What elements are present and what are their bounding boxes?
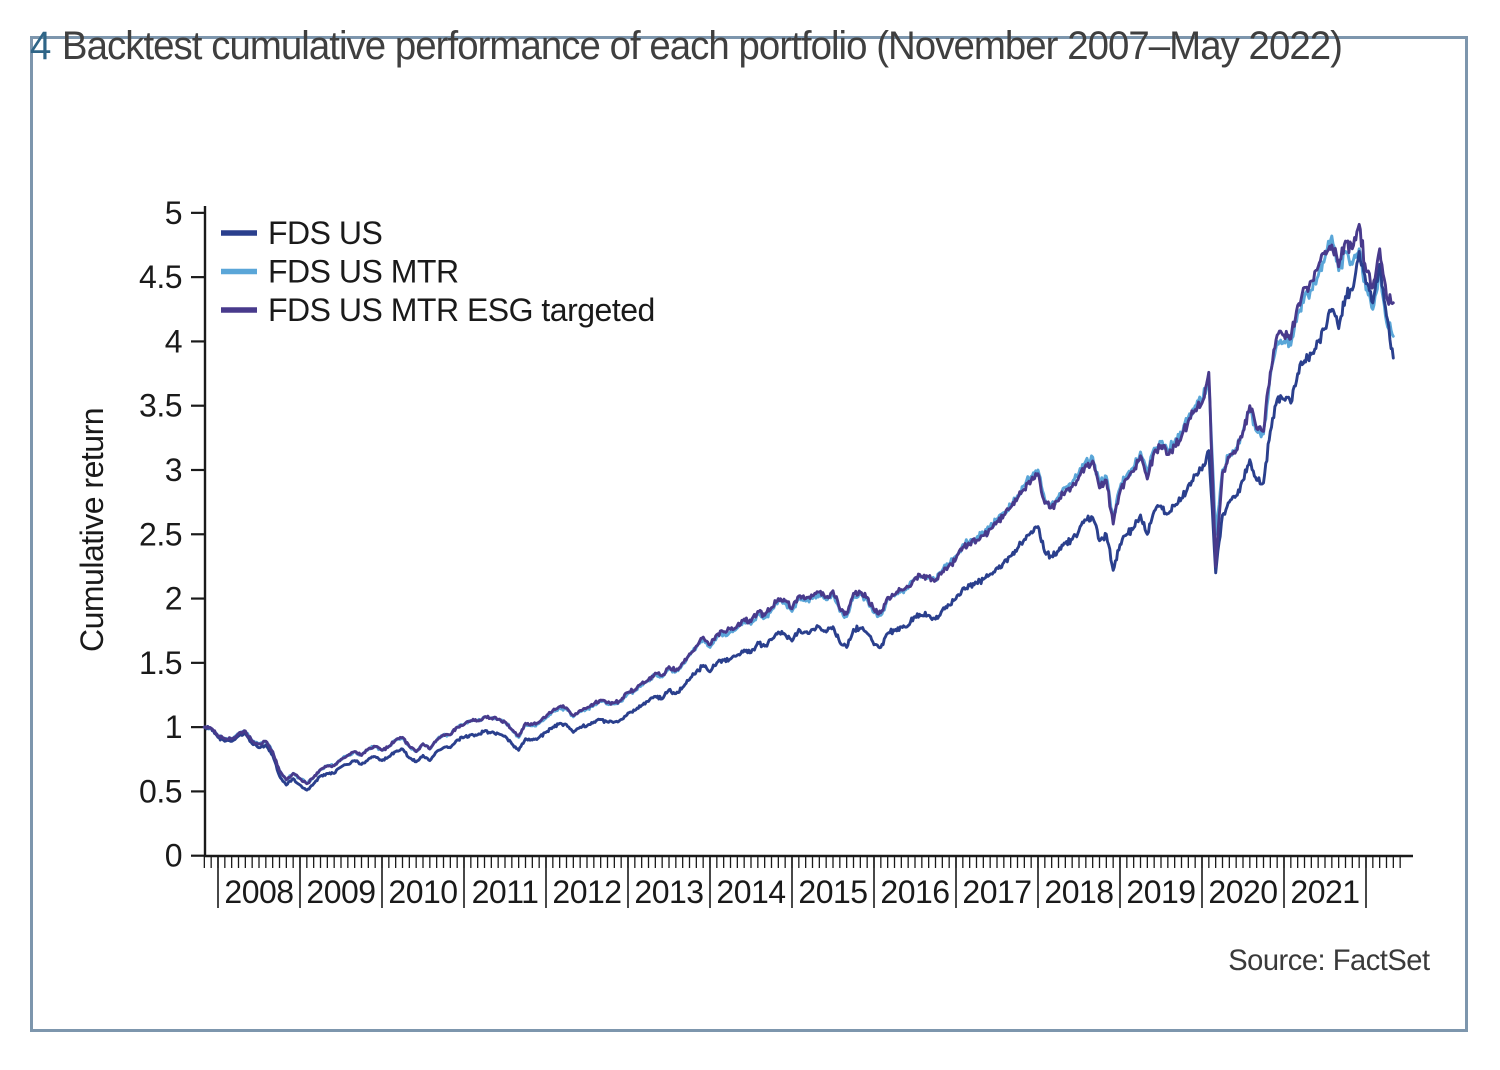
- y-tick-label: 3.5: [139, 388, 182, 424]
- axes: 0 0.5 1 1.5 2 2.5 3 3.5 4 4.5 5 2008 2009 2010 2011 201…: [139, 195, 1413, 910]
- legend-label: FDS US: [268, 215, 382, 251]
- x-year-label: 2011: [472, 874, 539, 910]
- y-tick-label: 3: [165, 452, 182, 488]
- x-year-label: 2021: [1290, 874, 1359, 910]
- figure-frame: [30, 36, 1468, 1032]
- y-tick-label: 0.5: [139, 773, 182, 809]
- y-tick-label: 4: [165, 323, 182, 359]
- figure-title-text: Backtest cumulative performance of each …: [61, 24, 1343, 68]
- x-year-label: 2008: [224, 874, 293, 910]
- x-year-label: 2009: [306, 874, 375, 910]
- legend-label: FDS US MTR: [268, 254, 459, 290]
- source-credit: Source: FactSet: [1228, 944, 1431, 977]
- y-tick-label: 0: [165, 838, 182, 874]
- legend-item-fds-us-mtr: FDS US MTR: [221, 254, 459, 290]
- y-tick-label: 1.5: [139, 645, 182, 681]
- x-year-label: 2014: [716, 874, 785, 910]
- figure-number: 4: [30, 24, 51, 68]
- y-tick-label: 1: [165, 709, 182, 745]
- series-line-fds-us: [202, 249, 1395, 792]
- x-year-label: 2018: [1044, 874, 1113, 910]
- x-year-label: 2017: [962, 874, 1031, 910]
- x-year-label: 2015: [798, 874, 867, 910]
- x-year-label: 2020: [1208, 874, 1277, 910]
- y-tick-label: 5: [165, 195, 182, 231]
- series-line-fds-us-mtr-esg-targeted: [202, 222, 1395, 786]
- y-tick-label: 2: [165, 581, 182, 617]
- x-year-label: 2019: [1126, 874, 1195, 910]
- x-year-label: 2012: [552, 874, 621, 910]
- x-year-label: 2010: [388, 874, 457, 910]
- legend-item-fds-us-mtr-esg-targeted: FDS US MTR ESG targeted: [221, 292, 655, 328]
- legend-label: FDS US MTR ESG targeted: [268, 292, 655, 328]
- series-lines: [202, 222, 1395, 792]
- x-year-label: 2013: [634, 874, 703, 910]
- y-tick-label: 2.5: [139, 516, 182, 552]
- y-axis-title: Cumulative return: [74, 408, 110, 652]
- x-year-label: 2016: [880, 874, 949, 910]
- y-tick-label: 4.5: [139, 259, 182, 295]
- legend-item-fds-us: FDS US: [221, 215, 383, 251]
- figure-title: 4 Backtest cumulative performance of each…: [30, 24, 1343, 69]
